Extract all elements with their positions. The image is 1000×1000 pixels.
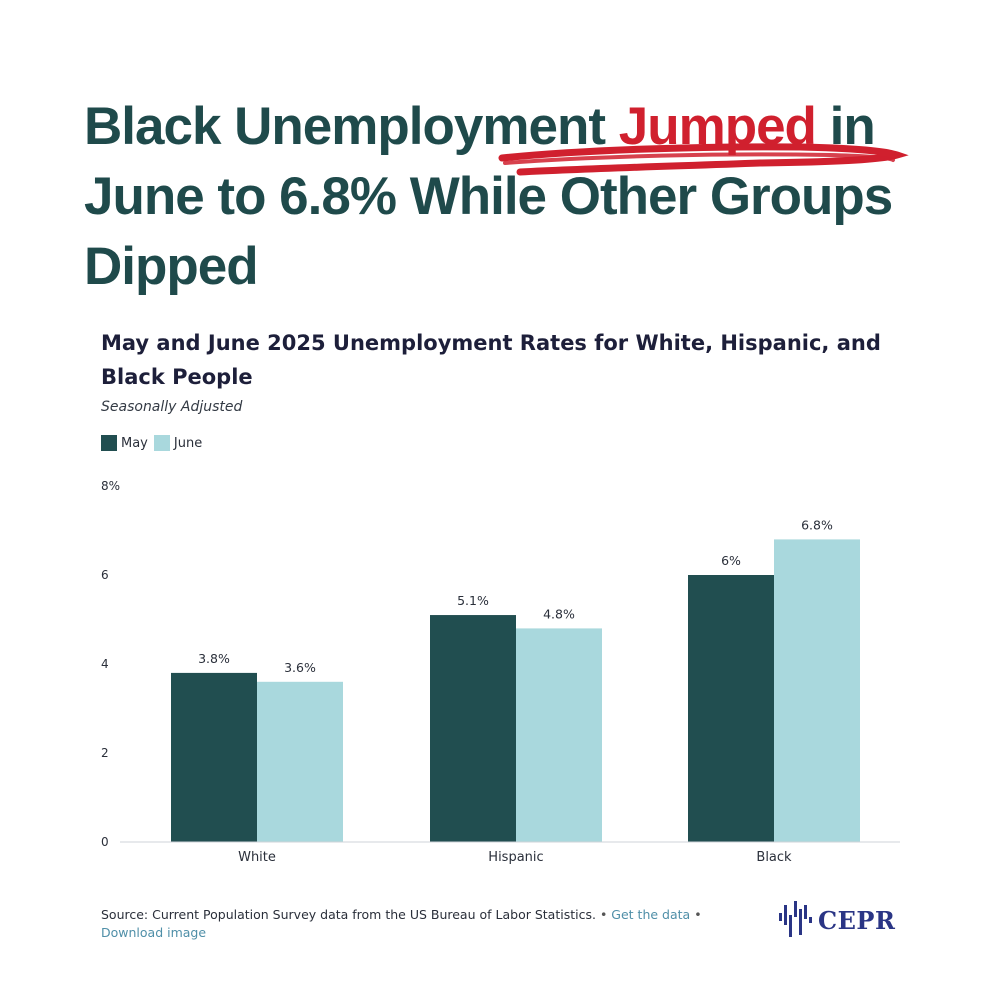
y-tick-label: 2 <box>101 746 109 760</box>
legend-item-june[interactable]: June <box>153 435 203 451</box>
legend: May June <box>101 435 208 451</box>
data-label: 3.6% <box>284 660 316 675</box>
data-label: 6% <box>721 553 741 568</box>
x-category-label: Hispanic <box>488 850 543 865</box>
headline: Black Unemployment Jumped in June to 6.8… <box>84 92 964 302</box>
legend-swatch-may <box>101 435 117 451</box>
y-tick-label: 0 <box>101 835 109 849</box>
bar-may-hispanic <box>430 615 516 842</box>
chart-title: May and June 2025 Unemployment Rates for… <box>101 331 881 389</box>
y-tick-label: 6 <box>101 568 109 582</box>
y-tick-label: 4 <box>101 657 109 671</box>
cepr-bars-icon <box>779 901 812 937</box>
data-label: 4.8% <box>543 606 575 621</box>
legend-swatch-june <box>153 435 170 451</box>
bar-june-hispanic <box>516 628 602 842</box>
source-note: Source: Current Population Survey data f… <box>101 906 741 942</box>
source-text: Source: Current Population Survey data f… <box>101 907 596 922</box>
data-label: 3.8% <box>198 651 230 666</box>
y-tick-label: 8% <box>101 479 120 493</box>
x-category-label: White <box>238 850 276 865</box>
chart-subtitle: Seasonally Adjusted <box>101 399 243 415</box>
legend-label-june: June <box>173 435 203 451</box>
data-label: 5.1% <box>457 593 489 608</box>
separator: • <box>599 907 608 922</box>
cepr-logo[interactable]: CEPR <box>778 899 895 941</box>
download-image-link[interactable]: Download image <box>101 925 207 940</box>
legend-item-may[interactable]: May <box>101 435 148 451</box>
data-label: 6.8% <box>801 517 833 532</box>
get-the-data-link[interactable]: Get the data <box>611 907 691 922</box>
headline-part-2: in June to 6.8% While Other Groups Dippe… <box>84 97 893 296</box>
bar-may-white <box>171 672 257 842</box>
x-category-label: Black <box>756 850 792 865</box>
bar-june-white <box>257 681 343 842</box>
bar-june-black <box>774 539 860 842</box>
bar-may-black <box>688 575 774 842</box>
legend-label-may: May <box>121 435 148 451</box>
separator: • <box>694 907 702 922</box>
cepr-logo-text: CEPR <box>818 905 896 935</box>
